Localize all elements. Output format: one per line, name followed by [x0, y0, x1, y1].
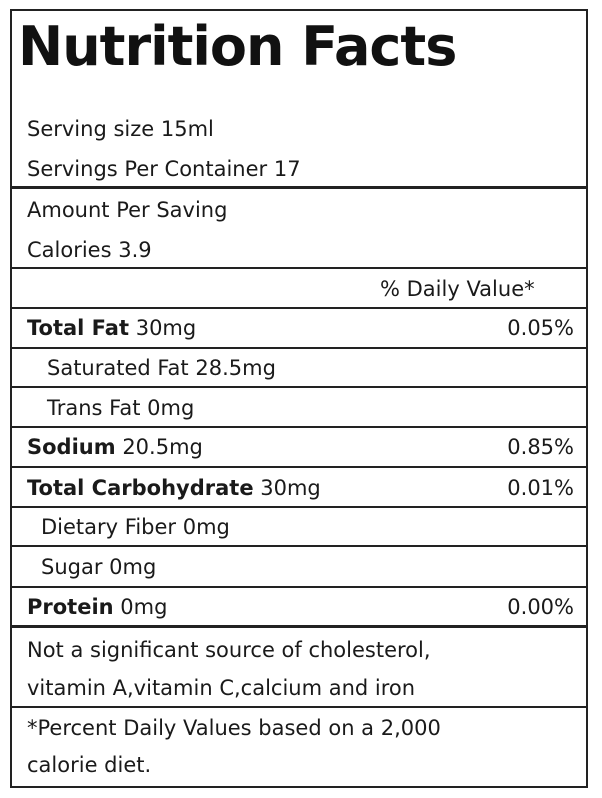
label-title: Nutrition Facts [18, 15, 457, 78]
amount-per-serving: Amount Per Saving [27, 198, 228, 222]
divider [10, 347, 588, 349]
divider [10, 307, 588, 309]
nutrient-name: Total Fat [27, 316, 130, 340]
nutrient-amount: 0mg [182, 515, 230, 539]
nutrient-row-total-fat: Total Fat 30mg [27, 318, 196, 339]
nutrient-name: Saturated Fat [47, 356, 189, 380]
nutrient-name: Sodium [27, 435, 116, 459]
daily-value-header: % Daily Value* [380, 277, 535, 301]
nutrient-daily-value: 0.85% [507, 435, 574, 459]
note-text: vitamin A,vitamin C,calcium and iron [27, 676, 416, 700]
nutrient-row-total-carbohydrate: Total Carbohydrate 30mg [27, 478, 321, 499]
divider [10, 426, 588, 428]
nutrient-row-trans-fat: Trans Fat 0mg [47, 398, 194, 419]
divider [10, 466, 588, 468]
nutrient-row-sugar: Sugar 0mg [41, 557, 156, 578]
divider [10, 625, 588, 628]
nutrient-daily-value: 0.00% [507, 595, 574, 619]
divider [10, 506, 588, 508]
nutrient-row-dietary-fiber: Dietary Fiber 0mg [41, 517, 230, 538]
nutrient-amount: 0mg [109, 555, 157, 579]
nutrition-label [10, 9, 588, 788]
divider [10, 545, 588, 547]
divider [10, 267, 588, 269]
nutrient-name: Sugar [41, 555, 103, 579]
footnote-text: *Percent Daily Values based on a 2,000 [27, 716, 441, 740]
servings-per-container: Servings Per Container 17 [27, 157, 301, 181]
nutrient-row-sodium: Sodium 20.5mg [27, 437, 203, 458]
nutrient-amount: 0mg [120, 595, 168, 619]
nutrient-row-protein: Protein 0mg [27, 597, 167, 618]
divider [10, 586, 588, 588]
nutrient-daily-value: 0.01% [507, 476, 574, 500]
nutrient-name: Dietary Fiber [41, 515, 177, 539]
divider [10, 386, 588, 388]
nutrient-row-saturated-fat: Saturated Fat 28.5mg [47, 358, 276, 379]
nutrient-amount: 20.5mg [122, 435, 203, 459]
nutrient-name: Protein [27, 595, 114, 619]
serving-size: Serving size 15ml [27, 117, 214, 141]
nutrient-amount: 0mg [147, 396, 195, 420]
nutrient-name: Total Carbohydrate [27, 476, 254, 500]
nutrient-name: Trans Fat [47, 396, 141, 420]
nutrient-amount: 30mg [135, 316, 197, 340]
nutrient-amount: 30mg [260, 476, 321, 500]
calories: Calories 3.9 [27, 238, 152, 262]
divider [10, 706, 588, 708]
footnote-text: calorie diet. [27, 753, 152, 777]
nutrient-amount: 28.5mg [195, 356, 276, 380]
divider [10, 186, 588, 189]
nutrient-daily-value: 0.05% [507, 316, 574, 340]
note-text: Not a significant source of cholesterol, [27, 638, 431, 662]
